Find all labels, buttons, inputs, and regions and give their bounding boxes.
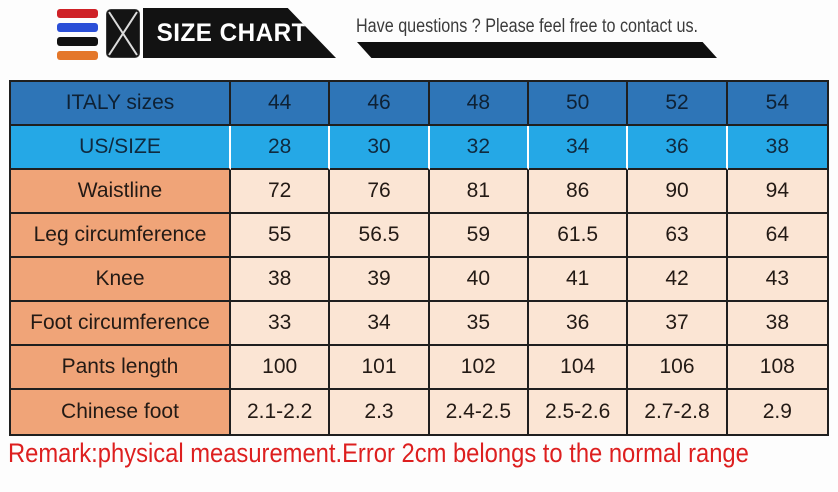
size-table: ITALY sizes 44 46 48 50 52 54 US/SIZE 28 30 32 34 36… <box>9 80 829 436</box>
size-value-cell: 106 <box>628 346 728 390</box>
size-value-cell: 50 <box>529 82 629 126</box>
size-value-cell: 46 <box>330 82 430 126</box>
size-value-cell: 34 <box>529 126 629 170</box>
size-value-cell: 59 <box>429 214 529 258</box>
size-value-cell: 44 <box>231 82 331 126</box>
size-value-cell: 38 <box>231 258 331 302</box>
row-label-cell: Waistline <box>11 170 231 214</box>
remark-note: Remark:physical measurement.Error 2cm be… <box>8 438 749 468</box>
size-value-cell: 56.5 <box>330 214 430 258</box>
row-label-cell: ITALY sizes <box>11 82 231 126</box>
size-value-cell: 100 <box>231 346 331 390</box>
size-value-cell: 61.5 <box>529 214 629 258</box>
size-value-cell: 108 <box>727 346 827 390</box>
row-label-cell: Knee <box>11 258 231 302</box>
size-value-cell: 63 <box>628 214 728 258</box>
size-value-cell: 76 <box>330 170 430 214</box>
size-value-cell: 28 <box>231 126 331 170</box>
size-chart-banner: SIZE CHART <box>143 8 336 58</box>
size-value-cell: 34 <box>330 302 430 346</box>
size-value-cell: 81 <box>429 170 529 214</box>
size-value-cell: 32 <box>429 126 529 170</box>
size-value-cell: 43 <box>727 258 827 302</box>
size-value-cell: 101 <box>330 346 430 390</box>
size-value-cell: 52 <box>628 82 728 126</box>
size-value-cell: 90 <box>628 170 728 214</box>
row-label-cell: Foot circumference <box>11 302 231 346</box>
size-value-cell: 2.7-2.8 <box>628 390 728 434</box>
size-value-cell: 38 <box>727 126 827 170</box>
row-label-cell: Chinese foot <box>11 390 231 434</box>
size-value-cell: 86 <box>529 170 629 214</box>
size-value-cell: 36 <box>628 126 728 170</box>
size-value-cell: 48 <box>429 82 529 126</box>
x-ribbon-icon <box>106 9 140 58</box>
brand-bars-icon <box>57 9 98 60</box>
size-value-cell: 54 <box>727 82 827 126</box>
size-value-cell: 2.9 <box>727 390 827 434</box>
size-value-cell: 37 <box>628 302 728 346</box>
size-value-cell: 41 <box>529 258 629 302</box>
size-value-cell: 40 <box>429 258 529 302</box>
size-value-cell: 2.5-2.6 <box>529 390 629 434</box>
size-value-cell: 36 <box>529 302 629 346</box>
size-value-cell: 39 <box>330 258 430 302</box>
contact-underline-bar <box>357 42 717 58</box>
contact-message: Have questions ? Please feel free to con… <box>356 16 699 37</box>
size-value-cell: 72 <box>231 170 331 214</box>
size-value-cell: 64 <box>727 214 827 258</box>
row-label-cell: US/SIZE <box>11 126 231 170</box>
size-value-cell: 2.4-2.5 <box>429 390 529 434</box>
size-value-cell: 30 <box>330 126 430 170</box>
blue-bar-icon <box>57 23 98 32</box>
black-bar-icon <box>57 37 98 46</box>
size-value-cell: 102 <box>429 346 529 390</box>
row-label-cell: Leg circumference <box>11 214 231 258</box>
red-bar-icon <box>57 9 98 18</box>
size-value-cell: 35 <box>429 302 529 346</box>
size-value-cell: 2.3 <box>330 390 430 434</box>
orange-bar-icon <box>57 51 98 60</box>
size-value-cell: 55 <box>231 214 331 258</box>
row-label-cell: Pants length <box>11 346 231 390</box>
size-value-cell: 104 <box>529 346 629 390</box>
size-value-cell: 94 <box>727 170 827 214</box>
size-value-cell: 2.1-2.2 <box>231 390 331 434</box>
size-value-cell: 38 <box>727 302 827 346</box>
size-value-cell: 33 <box>231 302 331 346</box>
page-title: SIZE CHART <box>156 18 307 47</box>
size-value-cell: 42 <box>628 258 728 302</box>
